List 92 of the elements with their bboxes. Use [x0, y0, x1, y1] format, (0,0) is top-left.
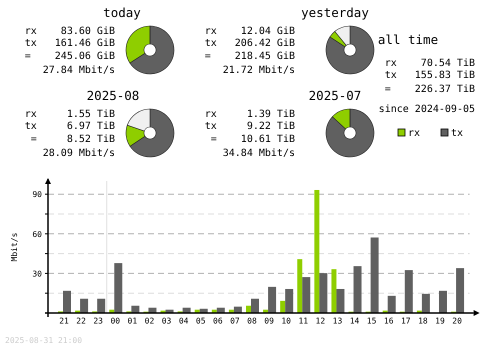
bar [319, 273, 328, 313]
text: tx 206.42 GiB [204, 38, 295, 49]
bar [297, 259, 302, 313]
x-tick-label: 02 [144, 316, 154, 326]
x-tick-label: 21 [59, 316, 69, 326]
text: rx 1.39 TiB [204, 109, 295, 120]
bar [109, 310, 114, 313]
text: = 10.61 TiB [210, 134, 295, 145]
chart-title: yesterday [301, 5, 370, 20]
text: rx 1.55 TiB [24, 109, 115, 120]
x-tick-label: 08 [247, 316, 257, 326]
x-tick-label: 19 [435, 316, 445, 326]
text: since 2024-09-05 [378, 104, 475, 115]
x-tick-label: 13 [332, 316, 342, 326]
bar [336, 288, 344, 313]
legend-label: rx [408, 128, 420, 139]
x-tick-label: 20 [452, 316, 462, 326]
text: = 245.06 GiB [24, 51, 115, 62]
bar [166, 310, 174, 313]
x-tick-label: 16 [384, 316, 394, 326]
text: 28.09 Mbit/s [42, 148, 115, 159]
x-tick-label: 10 [281, 316, 292, 326]
x-tick-label: 03 [162, 316, 172, 326]
bar [114, 263, 122, 313]
y-tick-label: 30 [32, 269, 42, 278]
text: tx 155.83 TiB [384, 70, 475, 81]
chart-title: 2025-07 [308, 88, 362, 103]
x-tick-label: 09 [264, 316, 274, 326]
bar [302, 277, 310, 313]
x-tick-label: 23 [93, 316, 104, 326]
bar [331, 269, 336, 313]
chart-title: 2025-08 [86, 88, 140, 103]
text: rx 83.60 GiB [24, 26, 115, 37]
bar [182, 308, 191, 313]
chart-title: today [103, 5, 142, 20]
bar [280, 300, 286, 313]
bar [148, 308, 156, 313]
x-tick-label: 14 [350, 316, 360, 326]
bar [194, 310, 200, 313]
bar [370, 237, 379, 313]
bar [354, 266, 362, 313]
x-tick-label: 07 [230, 316, 240, 326]
bar [216, 308, 225, 313]
text: = 218.45 GiB [204, 51, 295, 62]
y-tick-label: 60 [32, 230, 42, 239]
text: tx 6.97 TiB [24, 121, 115, 132]
x-tick-label: 04 [178, 316, 189, 326]
text: = 8.52 TiB [30, 134, 115, 145]
bar [63, 290, 71, 313]
bar [246, 306, 251, 313]
x-tick-label: 11 [298, 316, 308, 326]
text: tx 9.22 TiB [204, 121, 295, 132]
bar [456, 268, 464, 313]
donut-slice [130, 108, 174, 158]
x-tick-label: 12 [316, 316, 326, 326]
donut-slice [130, 26, 174, 74]
x-tick-label: 22 [76, 316, 86, 326]
bar [314, 190, 320, 313]
bar [438, 290, 447, 313]
bar [263, 310, 268, 313]
y-tick-label: 90 [32, 190, 42, 200]
x-tick-label: 06 [212, 316, 223, 326]
x-tick-label: 00 [110, 316, 120, 326]
bar [422, 294, 430, 313]
text: all time [378, 32, 438, 47]
text: tx 161.46 GiB [24, 38, 115, 49]
text: rx 70.54 TiB [384, 58, 475, 69]
text: 21.72 Mbit/s [222, 65, 295, 76]
text: 27.84 Mbit/s [42, 65, 115, 76]
bar [228, 310, 234, 313]
bar [131, 306, 140, 313]
x-tick-label: 15 [366, 316, 377, 326]
donut-slice [326, 108, 374, 158]
bar [234, 306, 242, 313]
text: = 226.37 TiB [384, 84, 475, 95]
bar [97, 298, 106, 313]
bar [388, 296, 396, 313]
donut-slice [326, 26, 374, 74]
y-axis-title: Mbit/s [10, 232, 19, 262]
bar [404, 270, 413, 313]
bar [250, 298, 259, 313]
x-tick-label: 01 [128, 316, 138, 326]
x-tick-label: 18 [418, 316, 428, 326]
text: rx 12.04 GiB [204, 26, 295, 37]
bar [212, 310, 217, 313]
bar [285, 288, 294, 313]
legend-label: tx [451, 128, 464, 139]
x-tick-label: 05 [196, 316, 206, 326]
text: 34.84 Mbit/s [222, 148, 295, 159]
bar [268, 286, 276, 313]
bar [80, 298, 88, 313]
x-tick-label: 17 [400, 316, 411, 326]
